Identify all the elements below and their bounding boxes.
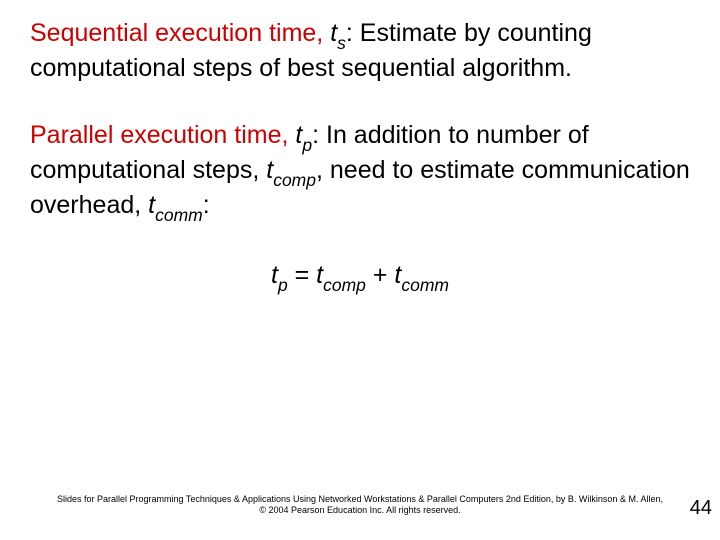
page-number: 44 bbox=[690, 497, 712, 520]
eq-tcomm-sub: comm bbox=[401, 275, 449, 295]
eq-tp-base: t bbox=[271, 261, 278, 289]
paragraph-sequential: Sequential execution time, ts: Estimate … bbox=[30, 18, 690, 84]
equation-tp: tp = tcomp + tcomm bbox=[30, 261, 690, 294]
eq-tcomp-sub: comp bbox=[323, 275, 366, 295]
var-tcomm-sub: comm bbox=[155, 205, 203, 225]
eq-plus: + bbox=[366, 261, 395, 289]
term-parallel: Parallel execution time, bbox=[30, 121, 288, 149]
slide-content: Sequential execution time, ts: Estimate … bbox=[0, 0, 720, 294]
eq-tp-sub: p bbox=[278, 275, 288, 295]
var-tcomp-sub: comp bbox=[273, 170, 316, 190]
var-tp-sub: p bbox=[302, 135, 312, 155]
paragraph-parallel: Parallel execution time, tp: In addition… bbox=[30, 120, 690, 225]
eq-equals: = bbox=[288, 261, 317, 289]
para2-end: : bbox=[203, 191, 210, 219]
footer-citation: Slides for Parallel Programming Techniqu… bbox=[40, 494, 680, 516]
footer-line2: © 2004 Pearson Education Inc. All rights… bbox=[259, 505, 460, 515]
var-ts-sub: s bbox=[337, 33, 346, 53]
footer-line1: Slides for Parallel Programming Techniqu… bbox=[57, 494, 663, 504]
term-sequential: Sequential execution time, bbox=[30, 19, 323, 47]
